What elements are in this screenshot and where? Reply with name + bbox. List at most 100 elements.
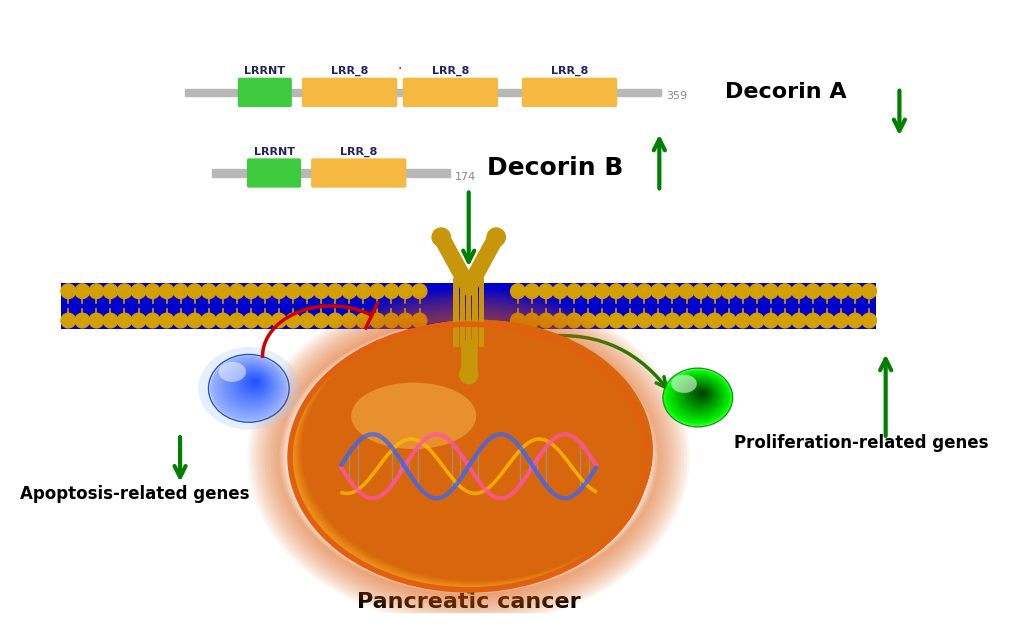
- Circle shape: [271, 313, 286, 328]
- Circle shape: [608, 284, 623, 298]
- Ellipse shape: [300, 321, 651, 582]
- Circle shape: [819, 313, 834, 328]
- Ellipse shape: [226, 364, 276, 407]
- Bar: [61, 283, 875, 329]
- FancyBboxPatch shape: [247, 158, 301, 188]
- Text: Apoptosis-related genes: Apoptosis-related genes: [19, 484, 249, 503]
- Circle shape: [511, 284, 525, 298]
- Ellipse shape: [296, 322, 649, 586]
- Ellipse shape: [223, 363, 278, 409]
- Circle shape: [341, 284, 357, 298]
- Ellipse shape: [302, 320, 652, 581]
- Ellipse shape: [293, 323, 648, 588]
- Text: LRR_8: LRR_8: [550, 66, 588, 76]
- Circle shape: [370, 313, 384, 328]
- Circle shape: [285, 284, 301, 298]
- Circle shape: [244, 313, 258, 328]
- Circle shape: [819, 284, 834, 298]
- Circle shape: [567, 284, 581, 298]
- FancyBboxPatch shape: [302, 77, 396, 107]
- Ellipse shape: [221, 362, 279, 412]
- Circle shape: [202, 284, 216, 298]
- Ellipse shape: [668, 372, 728, 422]
- Circle shape: [244, 284, 258, 298]
- Circle shape: [75, 313, 90, 328]
- FancyBboxPatch shape: [522, 77, 616, 107]
- Circle shape: [300, 313, 314, 328]
- Ellipse shape: [247, 376, 262, 389]
- Text: Proliferation-related genes: Proliferation-related genes: [734, 435, 988, 452]
- Ellipse shape: [662, 369, 732, 426]
- Circle shape: [229, 313, 244, 328]
- Circle shape: [552, 313, 567, 328]
- Ellipse shape: [302, 320, 652, 580]
- Ellipse shape: [684, 382, 715, 408]
- Circle shape: [580, 284, 595, 298]
- Ellipse shape: [300, 321, 651, 582]
- Circle shape: [117, 313, 131, 328]
- Text: ·: ·: [397, 62, 401, 76]
- Ellipse shape: [293, 323, 648, 587]
- Circle shape: [776, 313, 792, 328]
- Bar: [478, 278, 484, 347]
- Ellipse shape: [290, 324, 647, 589]
- Circle shape: [538, 313, 552, 328]
- Circle shape: [173, 313, 187, 328]
- Circle shape: [145, 284, 160, 298]
- Circle shape: [637, 313, 651, 328]
- Circle shape: [460, 365, 478, 384]
- Circle shape: [664, 284, 679, 298]
- Ellipse shape: [298, 321, 650, 584]
- Ellipse shape: [671, 374, 696, 393]
- Circle shape: [103, 313, 117, 328]
- Circle shape: [397, 313, 413, 328]
- Ellipse shape: [299, 321, 651, 583]
- Circle shape: [187, 313, 202, 328]
- Ellipse shape: [351, 383, 476, 449]
- Ellipse shape: [691, 387, 709, 402]
- Bar: [452, 278, 459, 347]
- Circle shape: [524, 313, 539, 328]
- Circle shape: [370, 284, 384, 298]
- Circle shape: [327, 284, 342, 298]
- Ellipse shape: [676, 377, 721, 415]
- Circle shape: [159, 313, 174, 328]
- Text: Promote: Promote: [425, 572, 512, 589]
- Circle shape: [215, 284, 230, 298]
- Circle shape: [650, 313, 665, 328]
- Circle shape: [202, 313, 216, 328]
- Circle shape: [567, 313, 581, 328]
- Ellipse shape: [671, 374, 726, 419]
- Ellipse shape: [297, 321, 650, 584]
- Circle shape: [285, 313, 301, 328]
- Text: LRR_8: LRR_8: [339, 147, 377, 157]
- Circle shape: [341, 313, 357, 328]
- Ellipse shape: [218, 362, 246, 382]
- Circle shape: [791, 313, 805, 328]
- Ellipse shape: [245, 374, 264, 391]
- Circle shape: [229, 284, 244, 298]
- Circle shape: [412, 284, 427, 298]
- Circle shape: [861, 284, 875, 298]
- Bar: [472, 278, 478, 347]
- Circle shape: [594, 313, 609, 328]
- Circle shape: [650, 284, 665, 298]
- Ellipse shape: [219, 360, 281, 413]
- FancyBboxPatch shape: [237, 77, 291, 107]
- Circle shape: [664, 313, 679, 328]
- Text: Decorin B: Decorin B: [487, 156, 623, 180]
- Circle shape: [623, 313, 637, 328]
- Text: LRRNT: LRRNT: [245, 66, 285, 76]
- Circle shape: [75, 284, 90, 298]
- Circle shape: [356, 313, 370, 328]
- Text: Decorin A: Decorin A: [725, 83, 846, 102]
- Circle shape: [145, 313, 160, 328]
- Circle shape: [327, 313, 342, 328]
- Ellipse shape: [252, 378, 259, 385]
- Ellipse shape: [302, 320, 652, 580]
- Ellipse shape: [289, 324, 647, 590]
- Bar: [184, 89, 660, 96]
- Circle shape: [61, 284, 75, 298]
- Circle shape: [314, 313, 328, 328]
- Ellipse shape: [296, 322, 649, 586]
